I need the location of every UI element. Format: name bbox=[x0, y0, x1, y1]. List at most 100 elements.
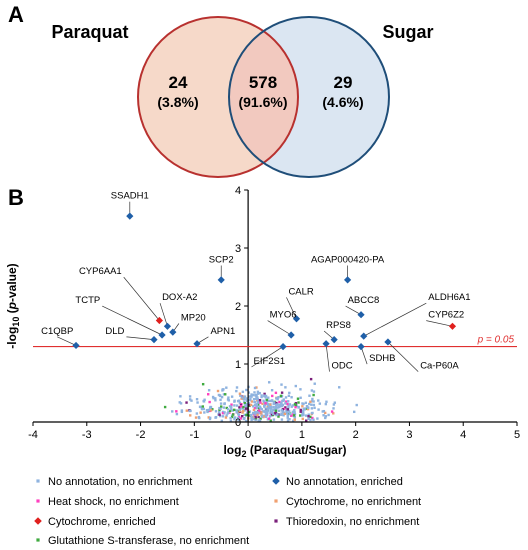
background-point bbox=[294, 406, 297, 409]
background-point bbox=[222, 393, 226, 396]
background-point bbox=[355, 403, 358, 407]
background-point bbox=[244, 419, 248, 423]
x-tick-label: 4 bbox=[460, 429, 466, 441]
background-point bbox=[236, 399, 240, 403]
background-point bbox=[219, 402, 223, 405]
region-pct-paraquat-only: (3.8%) bbox=[157, 94, 198, 110]
background-point bbox=[235, 389, 238, 393]
background-point bbox=[282, 414, 285, 417]
legend-label: Cytochrome, enriched bbox=[48, 516, 156, 528]
background-point bbox=[262, 410, 265, 413]
background-point bbox=[247, 401, 250, 405]
labeled-points: SSADH1 SCP2 CYP6AA1 DOX-A2 TCTP MP20 C1QBP DLD A… bbox=[41, 191, 471, 372]
background-point bbox=[285, 400, 288, 403]
background-point bbox=[302, 411, 305, 414]
point-label: DOX-A2 bbox=[162, 292, 197, 303]
background-point bbox=[332, 412, 335, 415]
background-point bbox=[259, 417, 262, 420]
background-point bbox=[257, 415, 260, 419]
labeled-point-abcc8: ABCC8 bbox=[345, 295, 379, 319]
background-point bbox=[243, 409, 247, 412]
background-point bbox=[203, 398, 206, 401]
background-point bbox=[304, 414, 308, 417]
background-point bbox=[254, 397, 258, 400]
background-point bbox=[252, 417, 255, 421]
y-tick-label: 0 bbox=[235, 417, 241, 429]
y-tick-label: 3 bbox=[235, 243, 241, 255]
point-label: MYO6 bbox=[270, 310, 297, 321]
background-point bbox=[219, 398, 222, 402]
point-label: MP20 bbox=[181, 313, 206, 324]
legend-marker bbox=[36, 538, 40, 542]
background-point bbox=[206, 410, 209, 414]
background-point bbox=[208, 400, 211, 404]
background-point bbox=[309, 377, 313, 381]
background-point bbox=[226, 408, 230, 411]
background-point bbox=[286, 414, 289, 418]
background-point bbox=[258, 391, 261, 395]
x-tick-label: 2 bbox=[353, 429, 359, 441]
background-point bbox=[223, 402, 226, 406]
background-point bbox=[218, 394, 222, 397]
background-point bbox=[254, 416, 257, 419]
background-point bbox=[260, 411, 263, 414]
background-point bbox=[256, 400, 260, 403]
background-point bbox=[307, 413, 310, 416]
background-point bbox=[207, 389, 211, 392]
background-point bbox=[312, 390, 316, 393]
background-point bbox=[287, 404, 290, 407]
background-point bbox=[190, 399, 193, 402]
point-marker bbox=[150, 336, 158, 344]
background-point bbox=[283, 412, 287, 416]
background-point bbox=[235, 404, 239, 407]
background-point bbox=[253, 386, 257, 390]
background-point bbox=[201, 382, 205, 386]
background-point bbox=[280, 409, 284, 412]
background-point bbox=[298, 414, 302, 417]
x-tick-label: 3 bbox=[406, 429, 412, 441]
legend-item: Cytochrome, no enrichment bbox=[274, 496, 421, 508]
background-point bbox=[239, 394, 242, 397]
x-tick-label: 5 bbox=[514, 429, 520, 441]
background-point bbox=[214, 399, 217, 402]
point-marker bbox=[217, 276, 225, 284]
background-point bbox=[225, 386, 228, 389]
legend-label: No annotation, enriched bbox=[286, 476, 403, 488]
background-point bbox=[188, 395, 192, 398]
background-point bbox=[286, 416, 289, 419]
point-marker bbox=[448, 322, 457, 330]
background-point bbox=[251, 411, 255, 415]
background-point bbox=[264, 414, 267, 417]
background-point bbox=[280, 383, 283, 386]
background-point bbox=[270, 411, 274, 414]
background-point bbox=[254, 412, 257, 415]
background-point bbox=[286, 413, 290, 416]
background-point bbox=[218, 413, 221, 416]
region-count-sugar-only: 29 bbox=[334, 73, 353, 92]
panel-a-label: A bbox=[8, 2, 24, 27]
labeled-point-mp20: MP20 bbox=[169, 313, 206, 336]
background-point bbox=[171, 410, 174, 413]
legend-item: No annotation, enriched bbox=[272, 476, 403, 488]
background-point bbox=[282, 407, 286, 411]
background-point bbox=[249, 413, 253, 417]
venn-outline-sugar bbox=[228, 16, 390, 178]
background-point bbox=[280, 401, 283, 405]
background-point bbox=[286, 419, 290, 422]
background-point bbox=[333, 401, 337, 404]
background-point bbox=[272, 418, 276, 421]
background-point bbox=[274, 391, 278, 395]
background-point bbox=[238, 401, 242, 405]
background-point bbox=[263, 410, 267, 413]
background-point bbox=[280, 413, 283, 417]
background-point bbox=[260, 394, 263, 397]
background-point bbox=[311, 416, 314, 420]
region-count-shared: 578 bbox=[249, 73, 277, 92]
background-point bbox=[290, 405, 293, 408]
leader-line bbox=[102, 305, 163, 336]
background-point bbox=[308, 394, 311, 397]
background-point bbox=[233, 404, 236, 407]
background-point bbox=[312, 393, 315, 397]
background-point bbox=[243, 401, 247, 405]
